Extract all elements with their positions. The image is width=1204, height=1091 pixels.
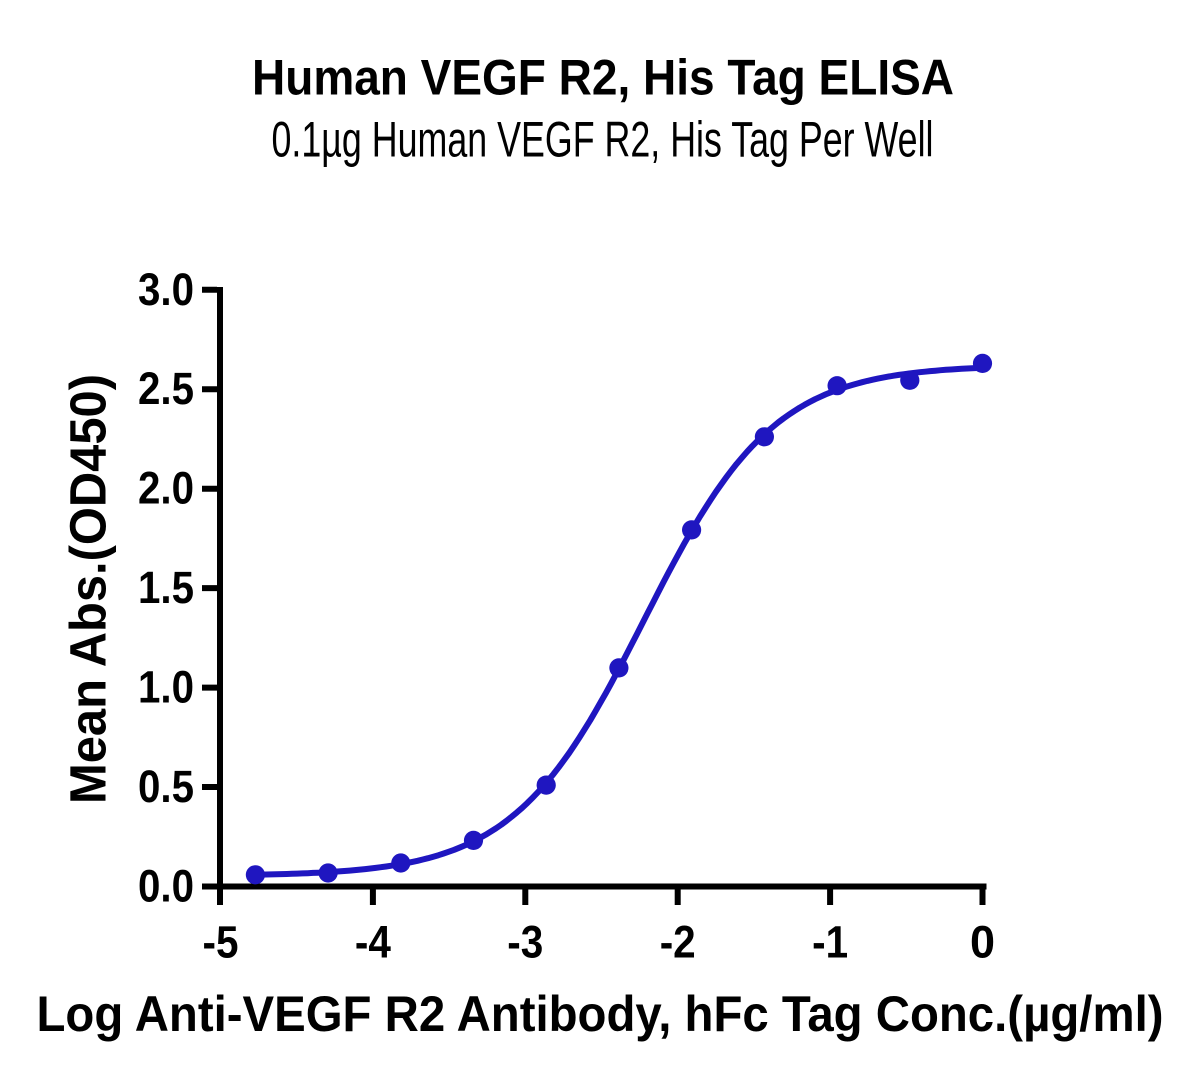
svg-text:2.5: 2.5 [138,363,194,414]
svg-text:Log Anti-VEGF R2 Antibody, hFc: Log Anti-VEGF R2 Antibody, hFc Tag Conc.… [37,986,1164,1042]
svg-text:1.0: 1.0 [138,662,194,713]
svg-text:2.0: 2.0 [138,463,194,514]
svg-text:Mean Abs.(OD450): Mean Abs.(OD450) [59,374,116,804]
svg-text:-4: -4 [355,917,391,968]
svg-text:0.0: 0.0 [138,861,194,912]
svg-text:-5: -5 [203,917,239,968]
svg-text:1.5: 1.5 [138,562,194,613]
svg-text:0.5: 0.5 [138,761,194,812]
svg-text:Human VEGF R2, His Tag ELISA: Human VEGF R2, His Tag ELISA [252,50,954,106]
svg-text:-3: -3 [507,917,543,968]
svg-text:0: 0 [970,917,995,968]
svg-text:3.0: 3.0 [138,264,194,315]
svg-text:-1: -1 [812,917,848,968]
svg-text:0.1µg Human VEGF R2, His Tag P: 0.1µg Human VEGF R2, His Tag Per Well [272,111,934,167]
svg-text:-2: -2 [660,917,696,968]
